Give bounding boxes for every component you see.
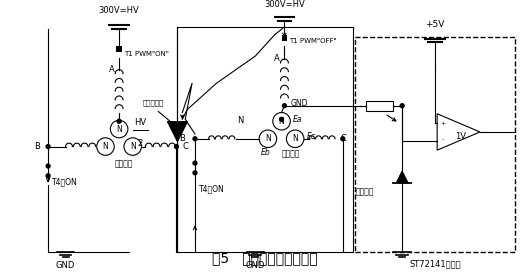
Text: 电压钳位: 电压钳位 — [356, 188, 374, 197]
Text: N: N — [116, 124, 122, 133]
Text: N: N — [279, 117, 285, 126]
Text: N: N — [237, 116, 244, 125]
Text: A: A — [109, 65, 114, 74]
Text: Ea: Ea — [293, 115, 303, 124]
Circle shape — [46, 174, 50, 178]
Circle shape — [193, 137, 197, 141]
Text: B: B — [179, 134, 186, 143]
Text: ST72141单片机: ST72141单片机 — [409, 259, 461, 268]
Text: T4总ON: T4总ON — [199, 185, 225, 194]
Bar — [366, 101, 393, 111]
Text: N: N — [130, 142, 136, 151]
Text: T4总ON: T4总ON — [52, 177, 78, 186]
Text: 续流二极管: 续流二极管 — [143, 99, 164, 106]
Text: 300V=HV: 300V=HV — [264, 0, 305, 9]
Circle shape — [193, 161, 197, 165]
Text: B: B — [34, 142, 40, 151]
Text: 反电动势: 反电动势 — [114, 159, 133, 168]
Circle shape — [280, 117, 284, 121]
Text: HV: HV — [135, 118, 147, 127]
Text: GND: GND — [290, 99, 308, 108]
Circle shape — [341, 137, 344, 141]
Text: 1V: 1V — [455, 132, 466, 141]
Circle shape — [193, 171, 197, 175]
Text: 图5   过零点事件检测原理: 图5 过零点事件检测原理 — [212, 251, 318, 265]
Circle shape — [46, 164, 50, 168]
Text: GND: GND — [56, 261, 75, 270]
Text: C: C — [182, 142, 188, 151]
Text: -: - — [441, 138, 444, 143]
Circle shape — [117, 119, 121, 123]
Circle shape — [400, 104, 404, 108]
Text: Eb: Eb — [261, 148, 271, 157]
Text: N: N — [265, 134, 271, 143]
Text: +5V: +5V — [426, 20, 445, 29]
Text: N: N — [103, 142, 108, 151]
Bar — [281, 35, 287, 40]
Polygon shape — [167, 122, 187, 142]
Text: 2: 2 — [138, 139, 143, 148]
Text: T1 PWM"ON": T1 PWM"ON" — [124, 51, 169, 57]
Text: A: A — [274, 54, 280, 63]
Circle shape — [282, 104, 286, 108]
Text: N: N — [292, 134, 298, 143]
Circle shape — [46, 145, 50, 149]
Text: T1 PWM"OFF": T1 PWM"OFF" — [289, 37, 337, 43]
Circle shape — [174, 145, 179, 149]
Polygon shape — [396, 171, 408, 183]
Text: GND: GND — [245, 261, 265, 270]
Text: 反电动势: 反电动势 — [282, 150, 301, 159]
Text: Ec: Ec — [307, 132, 316, 141]
Text: 300V=HV: 300V=HV — [99, 6, 139, 15]
Text: C: C — [341, 134, 347, 143]
Bar — [116, 46, 122, 52]
Text: +: + — [440, 121, 445, 126]
Bar — [356, 37, 515, 252]
